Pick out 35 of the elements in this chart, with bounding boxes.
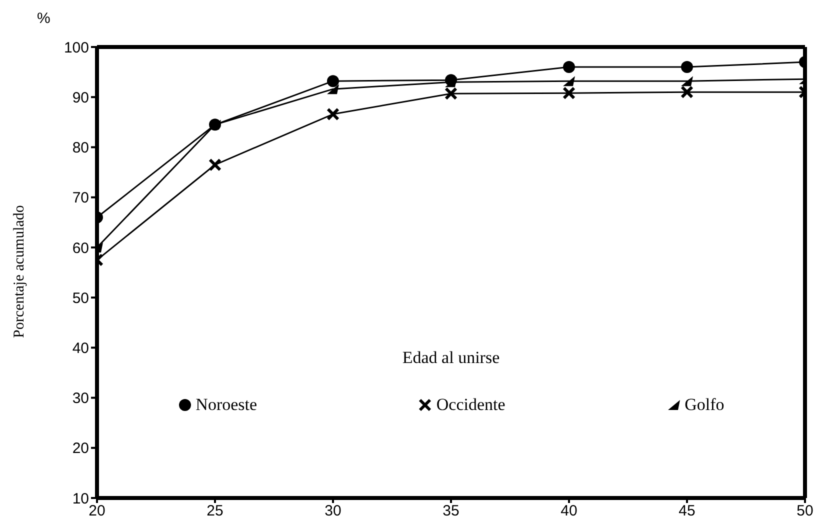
legend-label: Noroeste (196, 395, 258, 415)
x-axis-title: Edad al unirse (401, 348, 501, 368)
point (563, 61, 575, 74)
x-tick-label: 40 (560, 502, 578, 520)
y-tick-label: 80 (72, 140, 89, 157)
x-tick-label: 20 (88, 502, 106, 520)
y-tick-label: 100 (64, 39, 89, 56)
y-tick-label: 90 (72, 89, 89, 106)
x-tick-label: 50 (796, 502, 814, 520)
point (562, 86, 576, 100)
y-tick-label: 70 (72, 190, 89, 207)
point (327, 84, 339, 94)
point (680, 86, 694, 99)
point (445, 77, 457, 88)
y-tick-label: 40 (72, 340, 89, 357)
y-tick-label: 50 (72, 290, 89, 307)
point (681, 61, 693, 74)
point (208, 158, 222, 172)
x-tick-label: 45 (678, 502, 696, 520)
point (327, 75, 339, 88)
y-tick-label: 20 (72, 440, 89, 458)
point (326, 108, 340, 121)
y-tick-label: 60 (72, 240, 89, 257)
point (681, 76, 693, 86)
legend-label: Occidente (436, 395, 506, 415)
legend-label: Golfo (684, 395, 724, 415)
x-tick-label: 35 (442, 502, 460, 520)
text: % (37, 10, 50, 27)
x-tick-label: 25 (206, 502, 224, 520)
y-tick-label: 10 (72, 490, 89, 508)
y-axis-title: Porcentaje acumulado (12, 204, 28, 340)
y-tick-label: 30 (72, 390, 89, 408)
point (563, 76, 575, 86)
x-tick-label: 30 (324, 502, 342, 520)
point (444, 87, 458, 100)
